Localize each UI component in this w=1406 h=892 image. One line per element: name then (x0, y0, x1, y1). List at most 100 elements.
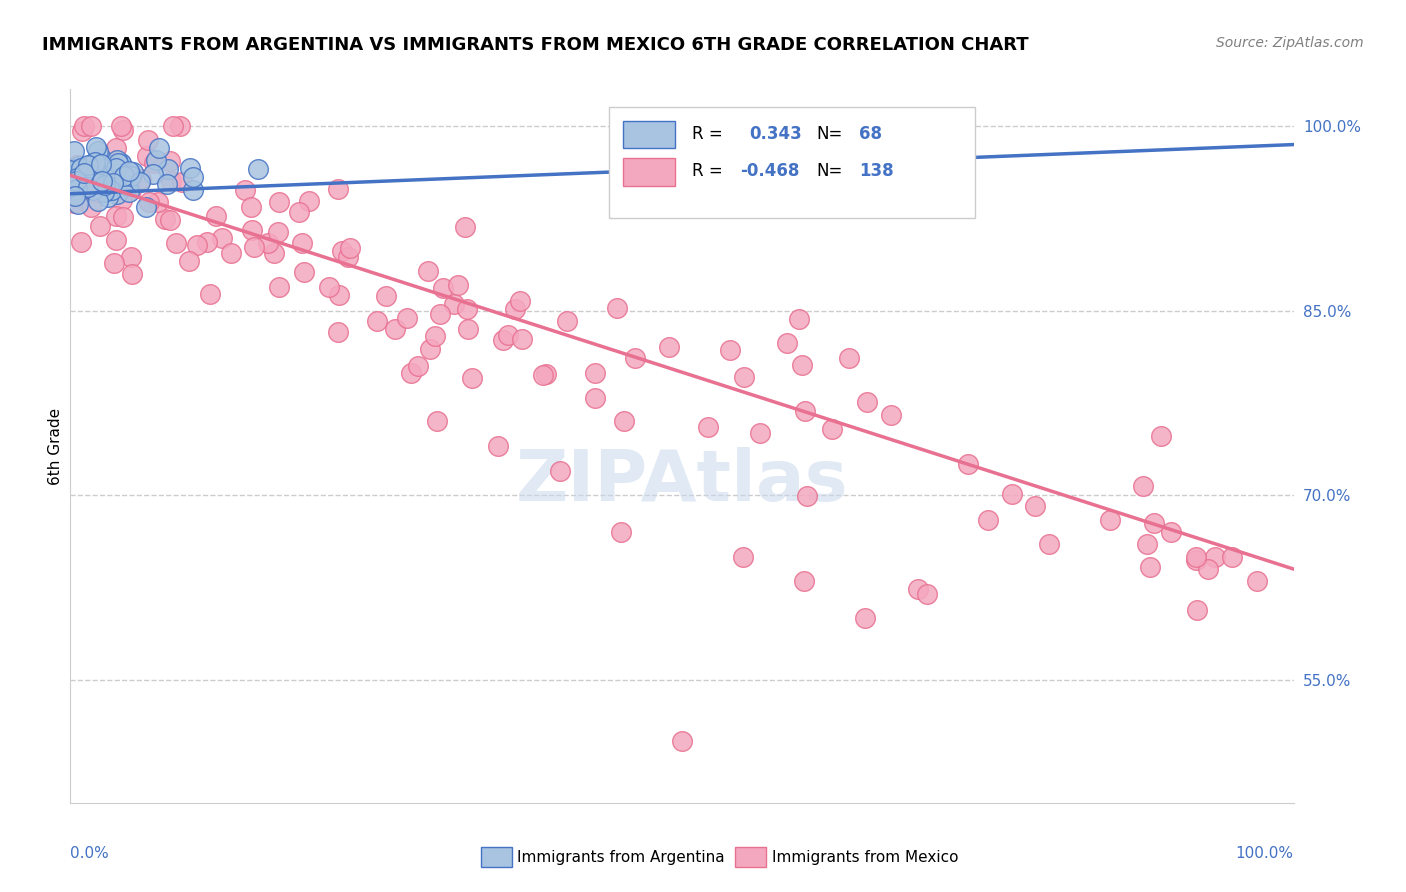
Point (59, 174, 82, 188)
Point (70, 161, 93, 176)
Point (443, 297, 465, 311)
Point (585, 391, 607, 405)
Point (169, 119, 191, 133)
Point (907, 582, 929, 597)
Point (915, 587, 938, 601)
Point (1197, 562, 1219, 576)
Point (776, 335, 799, 350)
Point (76, 158, 98, 172)
Point (291, 235, 314, 250)
Point (796, 489, 818, 503)
Point (793, 574, 815, 589)
Point (330, 244, 353, 258)
Point (80, 157, 103, 171)
Point (181, 183, 204, 197)
Point (366, 314, 388, 328)
Point (447, 278, 470, 293)
Point (671, 734, 693, 748)
Point (70, 124, 93, 138)
Point (118, 164, 141, 178)
Point (1024, 499, 1046, 513)
Point (87, 194, 110, 209)
Point (247, 162, 270, 177)
Point (62, 195, 84, 210)
Point (107, 187, 129, 202)
Point (879, 408, 901, 422)
Point (62, 189, 84, 203)
Point (838, 351, 860, 366)
Point (104, 161, 127, 175)
Point (128, 175, 150, 189)
Point (1099, 513, 1122, 527)
Text: 100.0%: 100.0% (1236, 846, 1294, 861)
Point (821, 422, 844, 436)
Point (153, 211, 176, 226)
Point (1001, 486, 1024, 500)
Point (73, 166, 96, 180)
Text: -0.468: -0.468 (741, 162, 800, 180)
Point (425, 328, 447, 343)
Point (156, 162, 179, 177)
Point (110, 119, 132, 133)
Point (461, 371, 484, 385)
Point (80, 119, 103, 133)
Point (1185, 553, 1208, 567)
Point (110, 156, 132, 170)
Point (66, 171, 89, 186)
Point (374, 289, 396, 303)
Text: ZIPAtlas: ZIPAtlas (516, 447, 848, 516)
Point (77, 180, 100, 194)
Point (1184, 549, 1206, 564)
Point (219, 246, 242, 260)
Point (181, 169, 204, 184)
Point (856, 395, 879, 409)
Point (177, 254, 200, 268)
Point (548, 464, 571, 478)
Point (84, 155, 107, 169)
Point (90, 174, 112, 188)
Point (66, 174, 89, 188)
Point (531, 368, 554, 382)
Point (416, 263, 439, 277)
Point (159, 212, 181, 227)
Y-axis label: 6th Grade: 6th Grade (48, 408, 63, 484)
Point (328, 182, 350, 196)
Point (145, 153, 167, 167)
Point (337, 250, 360, 264)
Point (135, 200, 157, 214)
Point (696, 420, 718, 434)
Text: 0.0%: 0.0% (70, 846, 110, 861)
Point (977, 513, 1000, 527)
Point (288, 205, 311, 219)
Point (120, 183, 142, 197)
Point (120, 168, 142, 182)
Point (606, 301, 628, 315)
Point (263, 245, 285, 260)
Point (100, 183, 122, 197)
Bar (623, 121, 675, 148)
Point (792, 359, 814, 373)
Point (146, 195, 169, 210)
Point (195, 235, 218, 249)
Point (186, 238, 208, 252)
Point (1222, 549, 1244, 564)
Text: N=: N= (817, 162, 842, 180)
Point (82, 161, 104, 175)
Point (432, 281, 454, 295)
Text: Immigrants from Mexico: Immigrants from Mexico (772, 850, 959, 864)
Point (142, 156, 165, 170)
Point (60, 168, 83, 182)
Point (98, 179, 121, 194)
Point (101, 176, 124, 190)
Point (855, 611, 877, 625)
Point (292, 265, 315, 279)
Point (107, 177, 129, 191)
Text: N=: N= (817, 125, 842, 143)
Point (610, 525, 633, 540)
Point (419, 343, 441, 357)
Point (165, 235, 187, 250)
Point (86, 185, 108, 199)
Point (93, 186, 115, 200)
Point (72, 161, 94, 175)
Point (624, 351, 647, 366)
